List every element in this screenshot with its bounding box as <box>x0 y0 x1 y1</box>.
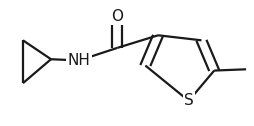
Text: O: O <box>111 9 123 24</box>
Text: NH: NH <box>67 53 90 68</box>
Text: S: S <box>183 93 193 108</box>
